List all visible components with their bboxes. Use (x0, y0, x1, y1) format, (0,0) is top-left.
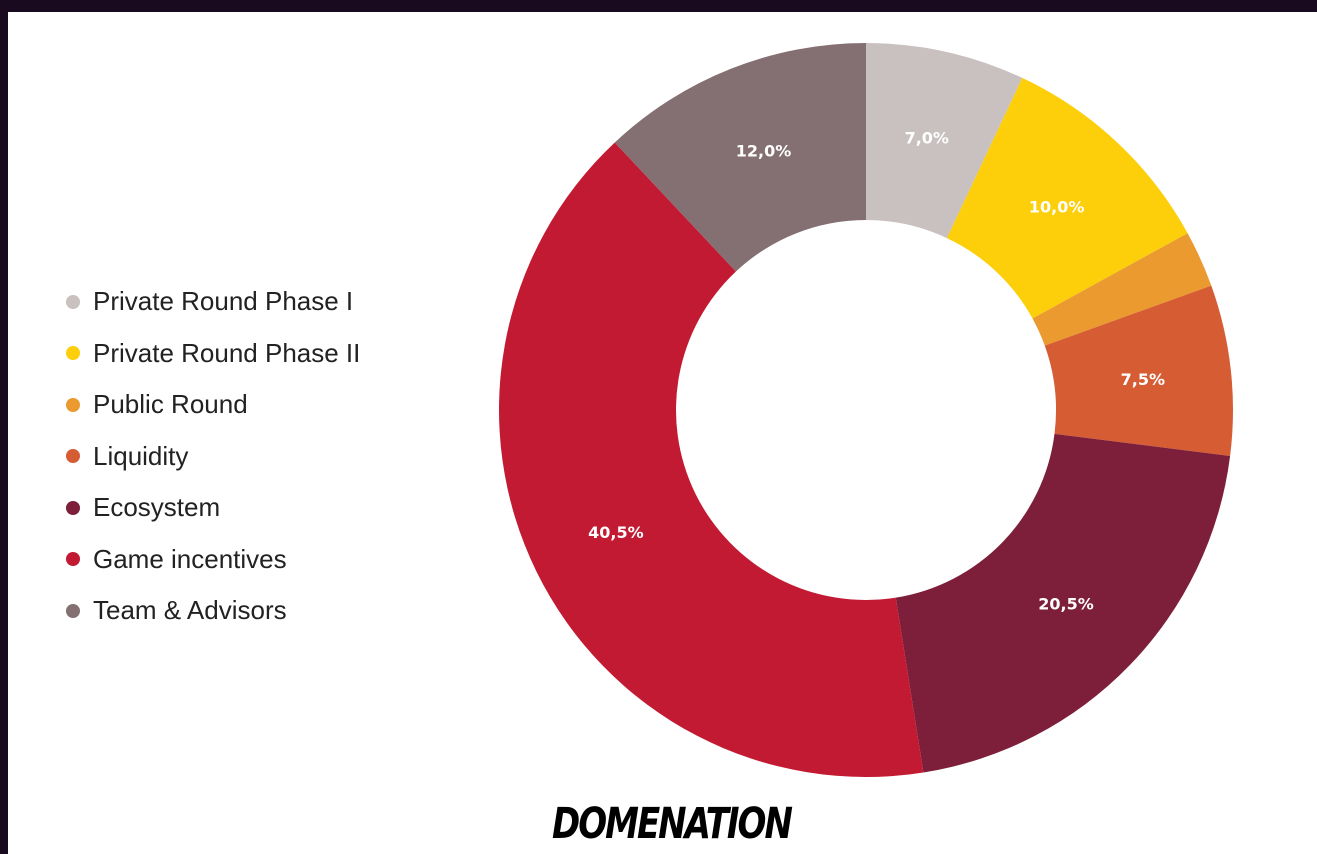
legend-item: Public Round (66, 379, 360, 431)
legend-label: Team & Advisors (93, 595, 287, 626)
legend-swatch (66, 552, 80, 567)
slice-data-label: 7,0% (905, 129, 949, 148)
legend-item: Team & Advisors (66, 585, 360, 637)
legend-label: Game incentives (93, 543, 287, 574)
legend-label: Public Round (93, 389, 248, 420)
chart-canvas: Private Round Phase I Private Round Phase… (8, 12, 1317, 854)
slice-data-label: 40,5% (588, 523, 644, 542)
legend-swatch (66, 397, 80, 412)
donut-slice (498, 142, 924, 778)
legend-item: Private Round Phase II (66, 328, 360, 380)
donut-slice (946, 77, 1188, 319)
slice-data-label: 10,0% (1029, 197, 1085, 216)
legend-swatch (66, 500, 80, 515)
legend-label: Liquidity (93, 440, 189, 471)
legend-item: Game incentives (66, 534, 360, 586)
legend-swatch (66, 603, 80, 618)
legend-label: Private Round Phase I (93, 286, 354, 317)
donut-slice (1032, 233, 1212, 346)
legend-label: Private Round Phase II (93, 337, 361, 368)
slice-data-label: 20,5% (1038, 594, 1094, 613)
donut-slice (1044, 285, 1233, 456)
chart-legend: Private Round Phase I Private Round Phase… (66, 276, 360, 637)
donut-slice (866, 43, 1023, 239)
legend-item: Liquidity (66, 431, 360, 483)
donut-slice (895, 433, 1231, 773)
legend-swatch (66, 346, 80, 361)
legend-swatch (66, 449, 80, 464)
donut-slice (614, 43, 866, 272)
legend-label: Ecosystem (93, 492, 221, 523)
slice-data-label: 12,0% (736, 142, 792, 161)
legend-item: Private Round Phase I (66, 276, 360, 328)
domenation-logo: DOMENATION (552, 799, 793, 850)
legend-swatch (66, 294, 80, 309)
legend-item: Ecosystem (66, 482, 360, 534)
slice-data-label: 7,5% (1121, 370, 1165, 389)
donut-chart: 7,0% 10,0% 7,5% 20,5% 40,5% 12,0% (498, 43, 1233, 778)
